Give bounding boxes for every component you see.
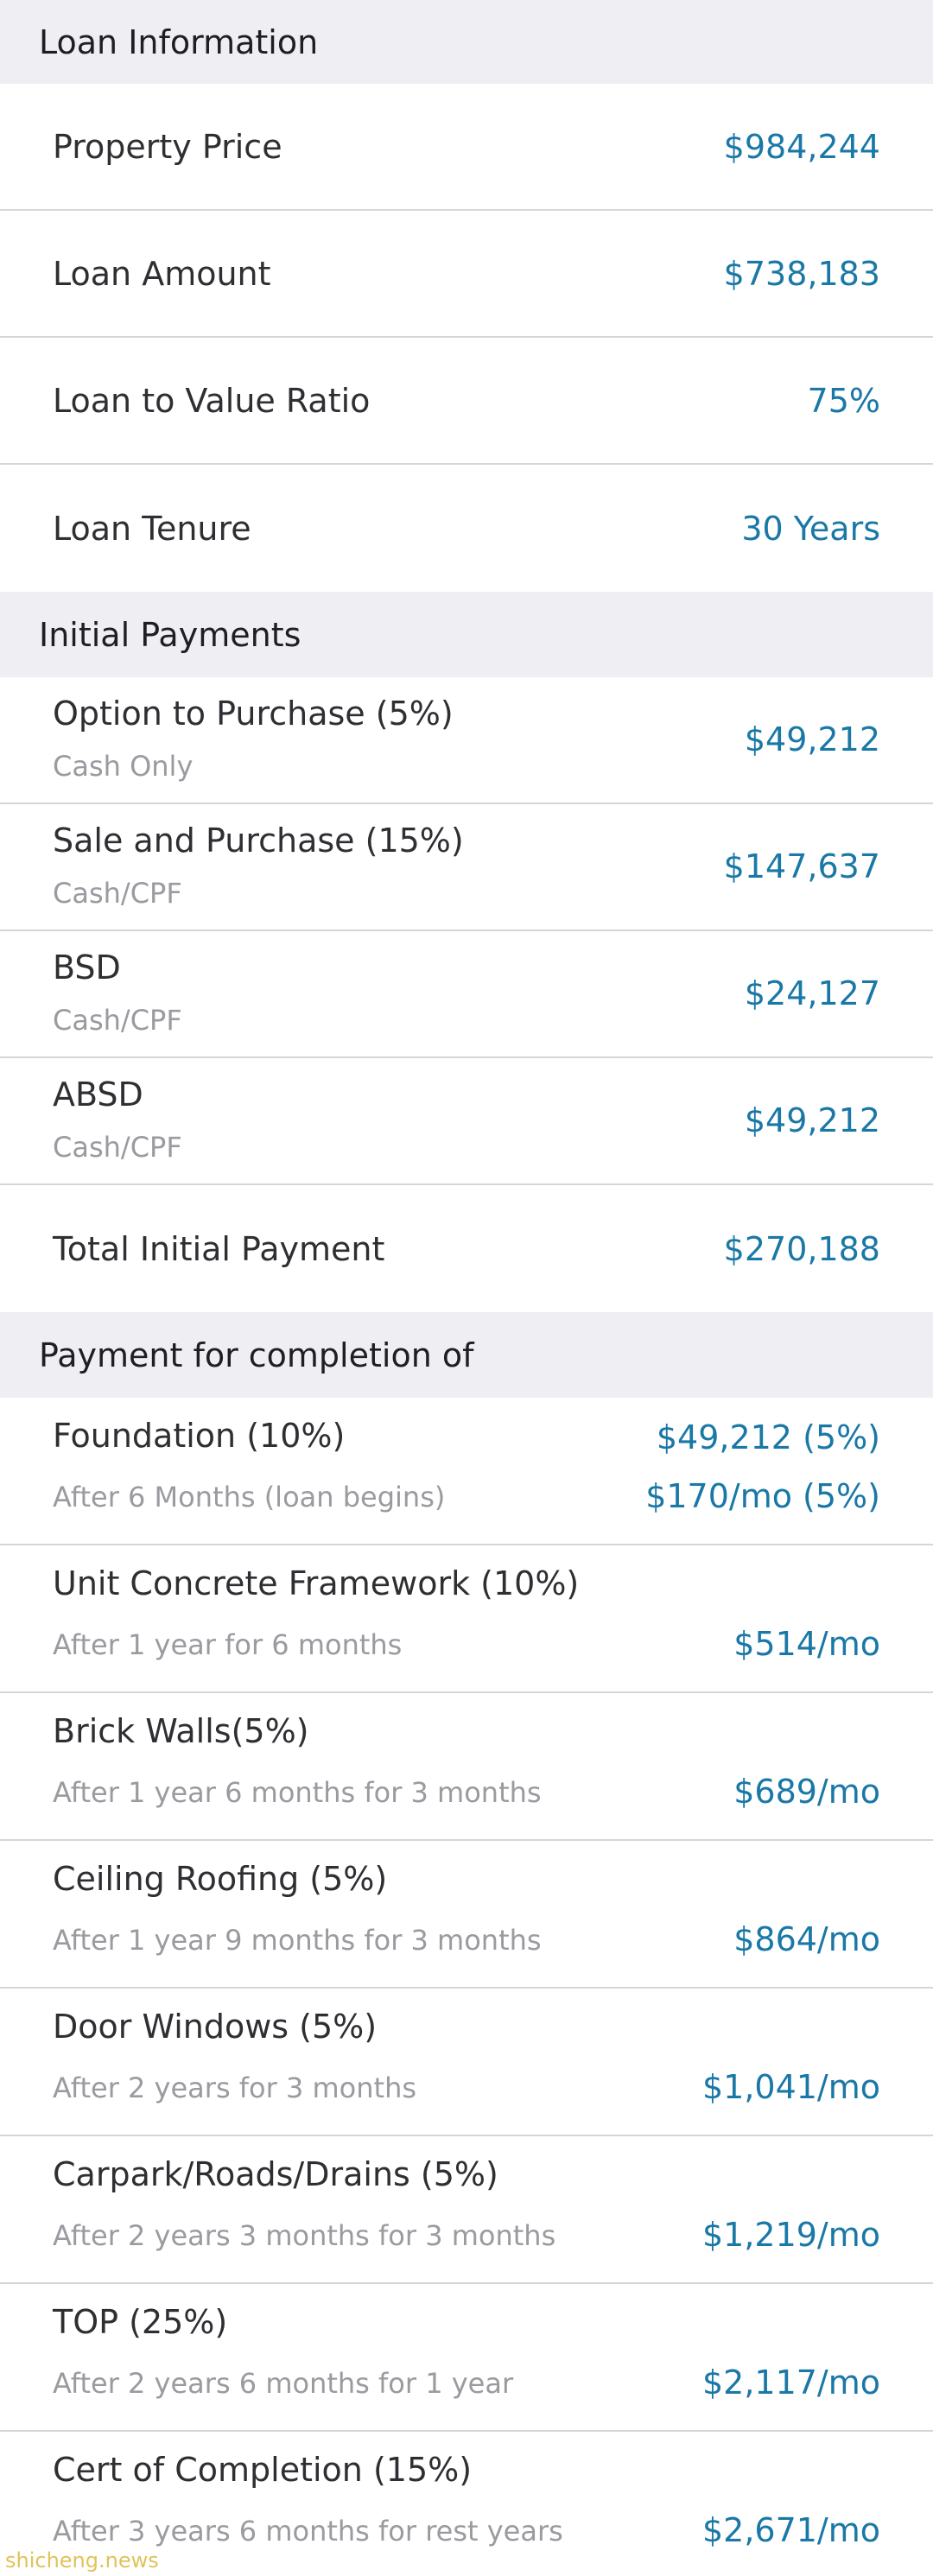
row-loan-to-value-ratio: Loan to Value Ratio 75% <box>0 338 933 465</box>
row-label: Brick Walls(5%) <box>53 1712 309 1750</box>
row-sublabel: Cash/CPF <box>53 1004 182 1037</box>
row-value: $738,183 <box>723 254 880 293</box>
row-sublabel: Cash/CPF <box>53 1131 182 1164</box>
row-unit-concrete-framework: Unit Concrete Framework (10%) After 1 ye… <box>0 1545 933 1693</box>
row-total-initial-payment: Total Initial Payment $270,188 <box>0 1185 933 1312</box>
row-label: Loan Amount <box>53 254 271 293</box>
row-label: Total Initial Payment <box>53 1229 385 1268</box>
row-label: ABSD <box>53 1075 143 1114</box>
row-monthly-value: $2,671/mo <box>701 2511 880 2549</box>
row-lump-sum-value: $49,212 (5%) <box>656 1418 880 1456</box>
section-title: Initial Payments <box>39 615 301 654</box>
row-label: Carpark/Roads/Drains (5%) <box>53 2155 498 2193</box>
row-label: TOP (25%) <box>53 2303 228 2341</box>
row-label: Unit Concrete Framework (10%) <box>53 1564 580 1602</box>
row-sublabel: After 1 year 6 months for 3 months <box>53 1776 542 1809</box>
row-monthly-value: $1,219/mo <box>701 2216 880 2254</box>
section-header-initial-payments: Initial Payments <box>0 592 933 677</box>
row-door-windows: Door Windows (5%) After 2 years for 3 mo… <box>0 1989 933 2136</box>
section-header-completion: Payment for completion of <box>0 1312 933 1398</box>
row-cert-of-completion: Cert of Completion (15%) After 3 years 6… <box>0 2432 933 2576</box>
row-foundation: Foundation (10%) After 6 Months (loan be… <box>0 1398 933 1545</box>
row-monthly-value: $1,041/mo <box>701 2068 880 2106</box>
section-title: Payment for completion of <box>39 1336 474 1374</box>
section-header-loan-information: Loan Information <box>0 0 933 84</box>
row-option-to-purchase: Option to Purchase (5%) Cash Only $49,21… <box>0 677 933 804</box>
row-top: TOP (25%) After 2 years 6 months for 1 y… <box>0 2284 933 2432</box>
row-label: Cert of Completion (15%) <box>53 2451 473 2489</box>
row-ceiling-roofing: Ceiling Roofing (5%) After 1 year 9 mont… <box>0 1841 933 1989</box>
row-sale-and-purchase: Sale and Purchase (15%) Cash/CPF $147,63… <box>0 804 933 931</box>
row-value: $984,244 <box>723 127 880 166</box>
row-sublabel: Cash/CPF <box>53 877 182 910</box>
row-monthly-value: $514/mo <box>733 1625 880 1663</box>
row-label: Ceiling Roofing (5%) <box>53 1860 388 1898</box>
row-sublabel: After 2 years 3 months for 3 months <box>53 2219 556 2252</box>
row-monthly-value: $170/mo (5%) <box>645 1477 880 1515</box>
row-label: Property Price <box>53 127 282 166</box>
row-value: $49,212 <box>744 1101 880 1139</box>
row-label: Loan Tenure <box>53 509 251 548</box>
row-bsd: BSD Cash/CPF $24,127 <box>0 931 933 1058</box>
row-value: 30 Years <box>741 509 880 548</box>
row-brick-walls: Brick Walls(5%) After 1 year 6 months fo… <box>0 1693 933 1841</box>
row-sublabel: After 3 years 6 months for rest years <box>53 2515 563 2547</box>
row-value: $49,212 <box>744 720 880 758</box>
row-sublabel: Cash Only <box>53 750 194 783</box>
row-value: $147,637 <box>723 847 880 885</box>
row-sublabel: After 6 Months (loan begins) <box>53 1481 446 1513</box>
row-label: Foundation (10%) <box>53 1417 346 1455</box>
row-label: Door Windows (5%) <box>53 2008 378 2046</box>
row-loan-tenure: Loan Tenure 30 Years <box>0 465 933 592</box>
row-label: Option to Purchase (5%) <box>53 695 454 733</box>
row-loan-amount: Loan Amount $738,183 <box>0 211 933 338</box>
row-sublabel: After 2 years 6 months for 1 year <box>53 2367 514 2400</box>
row-label: Loan to Value Ratio <box>53 381 371 420</box>
row-sublabel: After 1 year for 6 months <box>53 1628 403 1661</box>
row-carpark-roads-drains: Carpark/Roads/Drains (5%) After 2 years … <box>0 2136 933 2284</box>
row-property-price: Property Price $984,244 <box>0 84 933 211</box>
row-sublabel: After 1 year 9 months for 3 months <box>53 1924 542 1957</box>
section-title: Loan Information <box>39 22 319 61</box>
row-value: $24,127 <box>744 974 880 1012</box>
row-label: Sale and Purchase (15%) <box>53 822 464 860</box>
row-value: 75% <box>807 381 880 420</box>
row-absd: ABSD Cash/CPF $49,212 <box>0 1058 933 1185</box>
watermark: shicheng.news <box>5 2548 159 2573</box>
row-monthly-value: $689/mo <box>733 1773 880 1811</box>
row-value: $270,188 <box>723 1229 880 1268</box>
row-sublabel: After 2 years for 3 months <box>53 2072 417 2104</box>
row-monthly-value: $2,117/mo <box>701 2363 880 2402</box>
row-monthly-value: $864/mo <box>733 1920 880 1958</box>
row-label: BSD <box>53 949 121 987</box>
